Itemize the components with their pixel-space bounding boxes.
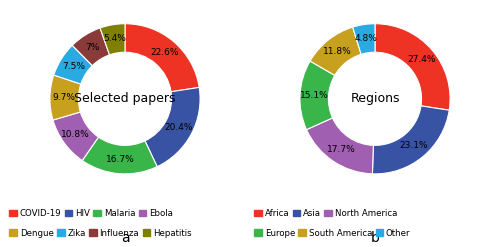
Text: 4.8%: 4.8% <box>354 34 378 43</box>
Text: 7%: 7% <box>86 43 100 52</box>
Text: 7.5%: 7.5% <box>62 62 85 71</box>
Text: 27.4%: 27.4% <box>407 55 436 64</box>
Wedge shape <box>125 24 199 92</box>
Text: 9.7%: 9.7% <box>52 93 76 102</box>
Wedge shape <box>54 45 92 84</box>
Text: 11.8%: 11.8% <box>322 47 352 56</box>
Text: b: b <box>370 230 380 245</box>
Text: 15.1%: 15.1% <box>300 91 328 100</box>
Text: Selected papers: Selected papers <box>74 92 176 105</box>
Wedge shape <box>82 137 157 174</box>
Text: 17.7%: 17.7% <box>326 145 356 154</box>
Wedge shape <box>72 28 110 66</box>
Text: a: a <box>120 230 130 245</box>
Legend: COVID-19, HIV, Malaria, Ebola: COVID-19, HIV, Malaria, Ebola <box>10 209 173 218</box>
Text: 23.1%: 23.1% <box>400 141 428 150</box>
Legend: Europe, South America, Other: Europe, South America, Other <box>254 229 410 238</box>
Wedge shape <box>145 87 200 167</box>
Wedge shape <box>53 112 98 161</box>
Wedge shape <box>375 24 450 110</box>
Wedge shape <box>310 27 361 75</box>
Text: 20.4%: 20.4% <box>164 123 193 132</box>
Wedge shape <box>100 24 125 55</box>
Wedge shape <box>306 118 374 174</box>
Text: Regions: Regions <box>350 92 400 105</box>
Text: 10.8%: 10.8% <box>62 130 90 139</box>
Text: 22.6%: 22.6% <box>150 48 179 57</box>
Text: 16.7%: 16.7% <box>106 155 134 164</box>
Wedge shape <box>50 75 81 120</box>
Text: 5.4%: 5.4% <box>104 34 126 43</box>
Wedge shape <box>372 106 449 174</box>
Wedge shape <box>352 24 375 54</box>
Wedge shape <box>300 61 335 130</box>
Legend: Africa, Asia, North America: Africa, Asia, North America <box>254 209 397 218</box>
Legend: Dengue, Zika, Influenza, Hepatitis: Dengue, Zika, Influenza, Hepatitis <box>10 229 192 238</box>
